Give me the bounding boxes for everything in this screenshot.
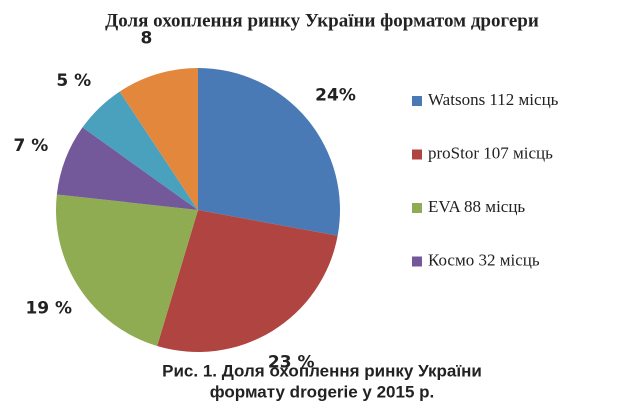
legend-swatch [412, 149, 422, 160]
caption: формату drogerie у 2015 р. [210, 382, 435, 401]
data-label: 23 % [268, 353, 315, 373]
legend-swatch [412, 256, 422, 267]
legend-label: EVA 88 місць [428, 197, 525, 216]
legend-label: Космо 32 місць [428, 250, 540, 269]
legend-swatch [412, 203, 422, 213]
data-label: 7 % [13, 136, 48, 156]
data-label: 19 % [25, 299, 72, 319]
pie-slice [198, 68, 340, 236]
pie-slice [119, 68, 198, 210]
caption: Рис. 1. Доля охоплення ринку України [162, 361, 482, 380]
legend-swatch [412, 96, 422, 106]
chart-title: Доля охоплення ринку України форматом др… [105, 10, 539, 31]
legend-label: Watsons 112 місць [428, 90, 559, 109]
pie-slice [56, 127, 198, 210]
pie-slice [157, 210, 338, 352]
pie-slice [56, 194, 199, 346]
data-label: 24% [315, 86, 356, 106]
data-label: 8 [141, 29, 153, 49]
pie-slice [82, 91, 198, 210]
legend-label: proStor 107 місць [428, 143, 553, 162]
data-label: 5 % [56, 71, 91, 91]
